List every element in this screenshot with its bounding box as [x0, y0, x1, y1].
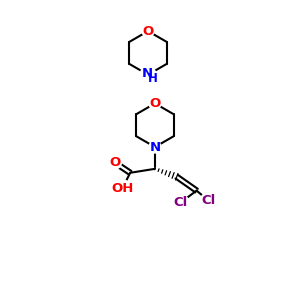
Text: Cl: Cl	[201, 194, 216, 207]
Text: Cl: Cl	[174, 196, 188, 209]
Text: H: H	[148, 72, 158, 85]
Text: OH: OH	[111, 182, 134, 195]
Circle shape	[200, 193, 216, 208]
Circle shape	[110, 157, 121, 169]
Text: N: N	[149, 140, 161, 154]
Circle shape	[113, 180, 131, 198]
Text: O: O	[110, 156, 121, 170]
Circle shape	[173, 195, 189, 210]
Circle shape	[140, 67, 156, 83]
Text: O: O	[149, 97, 161, 110]
Text: O: O	[142, 25, 154, 38]
Text: N: N	[142, 67, 153, 80]
Circle shape	[149, 98, 161, 110]
Circle shape	[149, 141, 161, 153]
Circle shape	[142, 25, 154, 37]
